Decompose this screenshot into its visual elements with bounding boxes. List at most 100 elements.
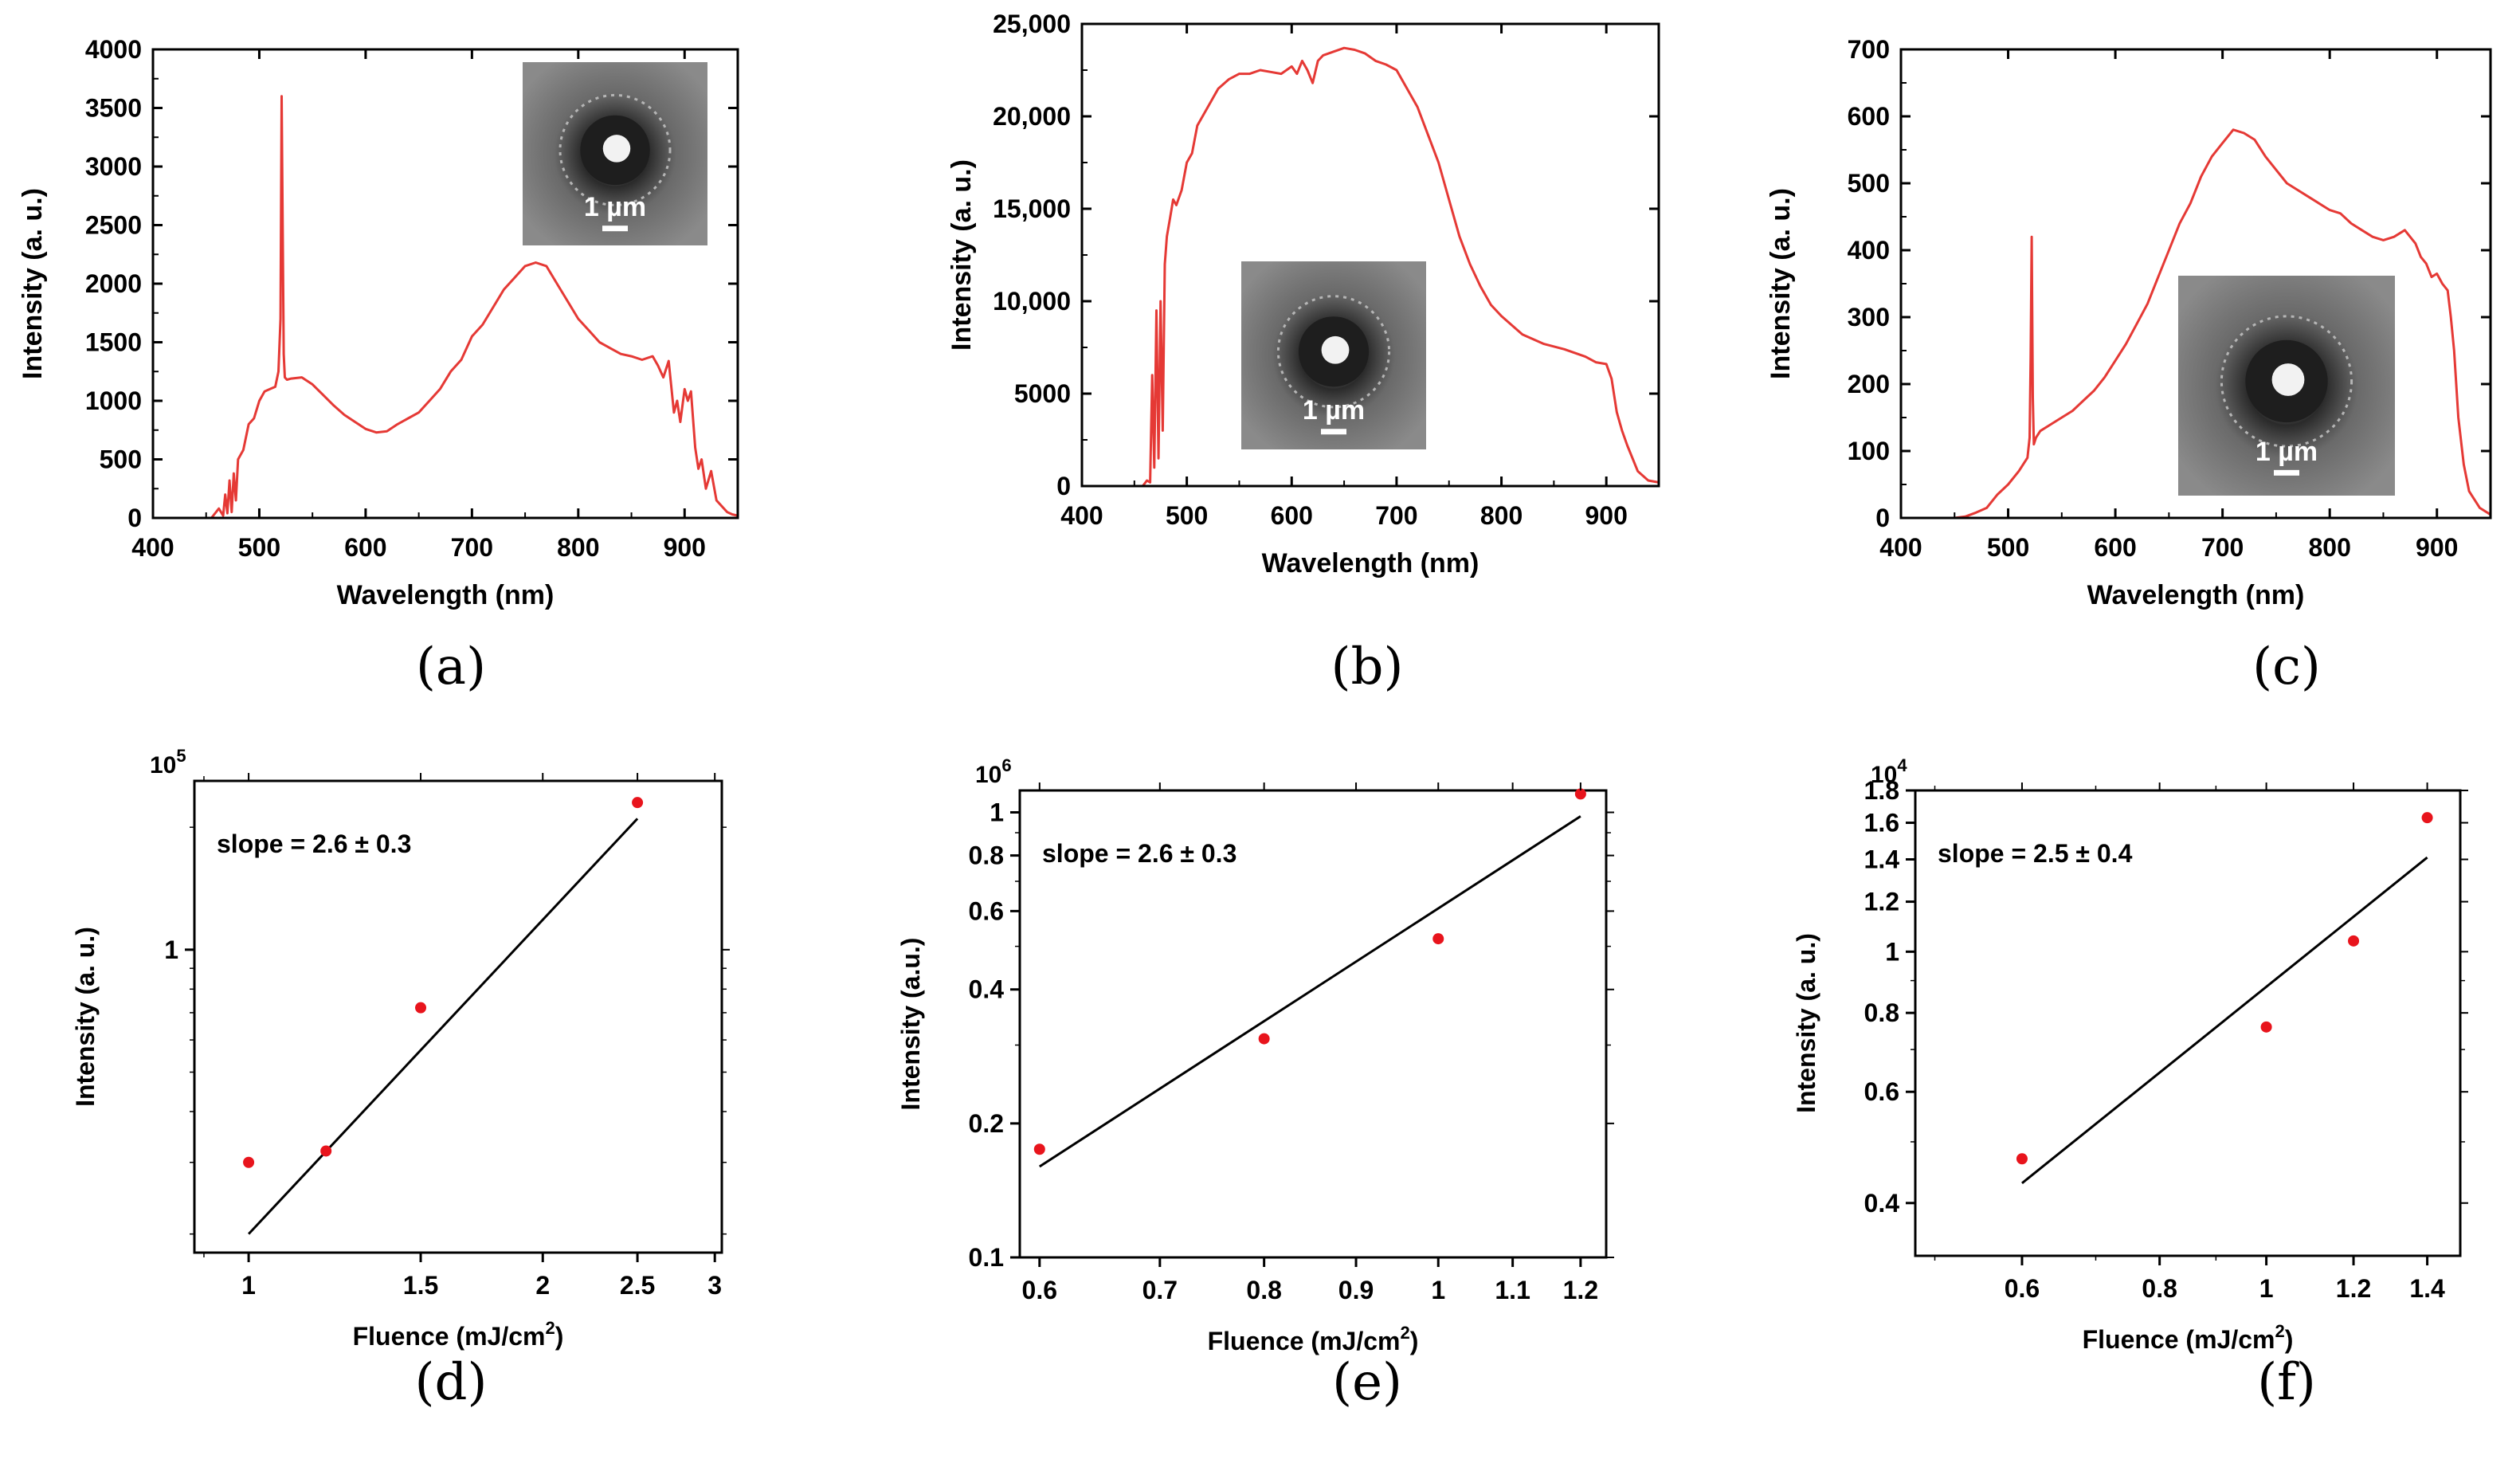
x-tick-label: 800: [2308, 533, 2350, 562]
x-axis-label: Wavelength (nm): [337, 580, 555, 610]
axis-multiplier: 106: [975, 755, 1012, 788]
x-tick-label: 900: [2416, 533, 2458, 562]
y-tick-label: 2000: [85, 269, 142, 298]
y-tick-label: 1: [164, 935, 178, 964]
x-axis-label-sup: 2: [2275, 1321, 2284, 1341]
axis-multiplier: 104: [1871, 755, 1907, 788]
x-tick-label: 1: [1431, 1276, 1445, 1304]
y-tick-label: 2500: [85, 211, 142, 240]
y-tick-label: 25,000: [993, 10, 1071, 38]
x-tick-label: 1: [241, 1271, 256, 1300]
x-tick-label: 400: [1060, 501, 1103, 530]
x-tick-label: 900: [664, 533, 706, 562]
y-tick-label: 0.8: [969, 841, 1004, 870]
x-axis-label-close: ): [2285, 1325, 2294, 1354]
fit-line: [1038, 815, 1581, 1168]
slope-annotation: slope = 2.6 ± 0.3: [1042, 839, 1236, 868]
y-tick-label: 1.2: [1864, 888, 1899, 916]
y-tick-label: 1.6: [1864, 809, 1899, 837]
y-tick-label: 500: [100, 445, 142, 474]
plot-frame: [1914, 789, 2462, 1257]
x-tick-label: 0.6: [2005, 1274, 2040, 1303]
scale-bar: [1321, 429, 1346, 435]
y-tick-label: 1000: [85, 386, 142, 415]
scale-bar-label: 1 µm: [584, 192, 646, 222]
x-axis-label: Fluence (mJ/cm2): [2083, 1321, 2294, 1354]
x-tick-label: 500: [238, 533, 280, 562]
scale-bar-label: 1 µm: [1303, 395, 1365, 426]
y-tick-label: 3000: [85, 152, 142, 181]
panel-label: (e): [1332, 1353, 1402, 1412]
x-tick-label: 1.1: [1495, 1276, 1530, 1304]
y-tick-label: 0.2: [969, 1109, 1004, 1138]
y-tick-label: 0: [127, 504, 142, 532]
x-axis-label: Fluence (mJ/cm2): [353, 1318, 564, 1351]
y-tick-label: 1: [990, 798, 1004, 826]
panel-b: 1 µm 400 500 600 700 800 900 0 5000 10,000 15,000 2…: [946, 10, 1660, 696]
x-tick-label: 800: [557, 533, 599, 562]
scale-bar: [2274, 469, 2299, 476]
multiplier-base: 10: [150, 752, 176, 779]
y-tick-label: 20,000: [993, 102, 1071, 131]
spectrum-line: [153, 95, 739, 520]
y-tick-label: 5000: [1014, 379, 1071, 408]
y-tick-label: 1.8: [1864, 776, 1899, 805]
x-tick-label: 500: [1166, 501, 1208, 530]
panel-label: (b): [1331, 637, 1404, 696]
y-tick-label: 0: [1875, 504, 1890, 532]
plot-frame: [1018, 789, 1608, 1259]
y-tick-label: 0.4: [1864, 1189, 1900, 1218]
y-tick-label: 0.4: [969, 975, 1005, 1004]
x-axis-label: Wavelength (nm): [1262, 548, 1479, 579]
y-tick-label: 0.1: [969, 1243, 1004, 1272]
panel-label: (a): [416, 637, 486, 696]
y-tick-label: 600: [1848, 102, 1890, 131]
axis-multiplier: 105: [150, 746, 186, 779]
panel-label: (c): [2252, 637, 2321, 696]
x-axis-label-main: Fluence (mJ/cm: [353, 1322, 546, 1351]
x-tick-label: 600: [344, 533, 386, 562]
x-tick-label: 2.5: [620, 1271, 655, 1300]
x-axis-label-sup: 2: [545, 1318, 555, 1338]
y-axis-label: Intensity (a. u.): [18, 188, 48, 379]
x-tick-label: 700: [2201, 533, 2244, 562]
y-tick-label: 4000: [85, 35, 142, 64]
sem-crater-rim: [2220, 315, 2353, 448]
multiplier-base: 10: [1871, 762, 1897, 788]
x-tick-label: 500: [1987, 533, 2029, 562]
data-point: [1033, 1143, 1045, 1155]
data-point: [2016, 1153, 2028, 1165]
slope-annotation: slope = 2.5 ± 0.4: [1938, 839, 2133, 868]
y-tick-label: 0: [1056, 472, 1071, 500]
x-tick-label: 1.2: [2336, 1274, 2371, 1303]
y-axis-label: Intensity (a.u.): [896, 938, 925, 1111]
x-tick-label: 1.4: [2409, 1274, 2445, 1303]
panel-e: 0.6 0.7 0.8 0.9 1 1.1 1.2 0.1 0.2 0.4 0.6 0.8 1 106 sl…: [896, 755, 1614, 1412]
x-tick-label: 0.8: [2142, 1274, 2177, 1303]
data-point: [1574, 788, 1586, 800]
y-tick-label: 1500: [85, 328, 142, 357]
x-tick-label: 600: [1271, 501, 1313, 530]
y-axis-label: Intensity (a. u.): [946, 159, 977, 351]
x-axis-label-close: ): [555, 1322, 564, 1351]
scale-bar-label: 1 µm: [2255, 437, 2318, 467]
y-tick-label: 200: [1848, 370, 1890, 398]
y-axis-label: Intensity (a. u.): [1792, 933, 1820, 1113]
spectrum-line: [1901, 128, 2491, 520]
scale-bar: [602, 226, 628, 232]
x-tick-label: 700: [1375, 501, 1417, 530]
multiplier-exponent: 6: [1001, 755, 1011, 775]
sem-particle: [1321, 335, 1350, 364]
y-tick-label: 100: [1848, 437, 1890, 465]
y-tick-label: 300: [1848, 303, 1890, 331]
sem-particle: [2271, 363, 2305, 396]
data-point: [2348, 935, 2360, 947]
fit-line: [247, 818, 639, 1235]
y-tick-label: 0.6: [1864, 1077, 1899, 1106]
y-axis-label: Intensity (a. u.): [1766, 188, 1796, 379]
x-tick-label: 0.8: [1246, 1276, 1281, 1304]
y-tick-label: 400: [1848, 236, 1890, 265]
x-tick-label: 900: [1585, 501, 1627, 530]
spectrum-line: [1082, 46, 1660, 488]
y-tick-label: 500: [1848, 169, 1890, 198]
